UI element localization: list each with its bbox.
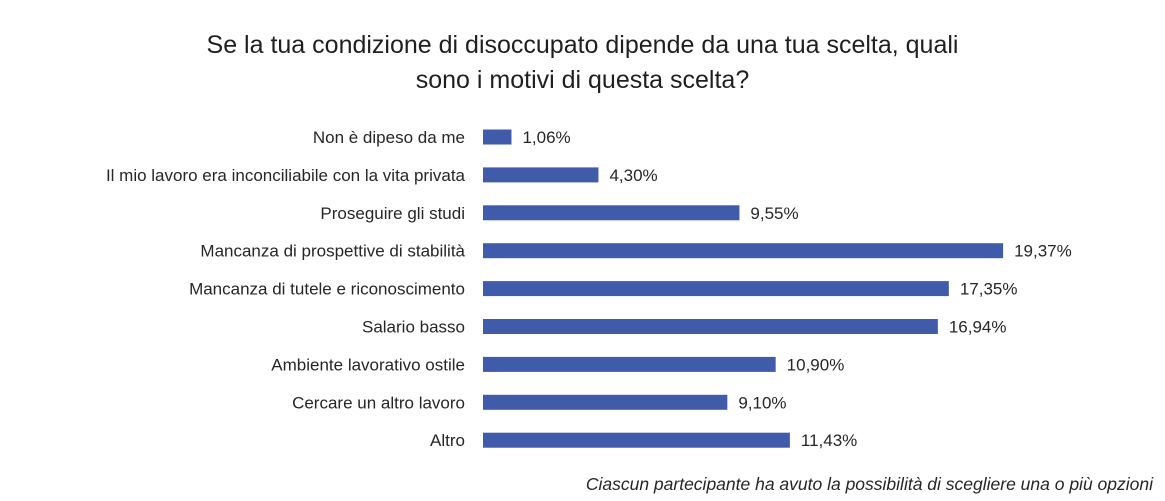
- bar: [483, 356, 776, 372]
- bar: [483, 394, 728, 410]
- data-label: 4,30%: [609, 166, 657, 185]
- bar-chart: Non è dipeso da me 1,06% Il mio lavoro era…: [106, 128, 1072, 450]
- data-label: 9,10%: [738, 393, 786, 412]
- data-label: 11,43%: [801, 431, 857, 450]
- data-label: 19,37%: [1014, 242, 1072, 261]
- data-label: 1,06%: [522, 128, 570, 147]
- chart-title-line-1: Se la tua condizione di disoccupato dipe…: [206, 31, 959, 59]
- category-label: Salario basso: [362, 318, 465, 337]
- bar: [483, 319, 938, 334]
- category-label: Il mio lavoro era inconciliabile con la …: [106, 166, 466, 185]
- data-label: 10,90%: [787, 355, 845, 374]
- category-label: Mancanza di prospettive di stabilità: [200, 242, 465, 261]
- category-label: Non è dipeso da me: [313, 128, 465, 147]
- bar: [483, 129, 512, 145]
- bar: [483, 167, 599, 183]
- category-label: Cercare un altro lavoro: [292, 393, 465, 412]
- bar: [483, 205, 740, 221]
- category-label: Proseguire gli studi: [320, 204, 465, 223]
- bar: [483, 243, 1004, 259]
- bar: [483, 432, 790, 448]
- category-label: Mancanza di tutele e riconoscimento: [189, 280, 465, 299]
- chart-title-line-2: sono i motivi di questa scelta?: [415, 66, 750, 94]
- data-label: 16,94%: [949, 318, 1007, 337]
- chart-footnote: Ciascun partecipante ha avuto la possibi…: [585, 474, 1153, 494]
- data-label: 9,55%: [750, 204, 798, 223]
- category-label: Altro: [430, 431, 465, 450]
- bar: [483, 281, 949, 297]
- data-label: 17,35%: [960, 280, 1018, 299]
- category-label: Ambiente lavorativo ostile: [271, 355, 465, 374]
- chart-title: Se la tua condizione di disoccupato dipe…: [0, 28, 1165, 98]
